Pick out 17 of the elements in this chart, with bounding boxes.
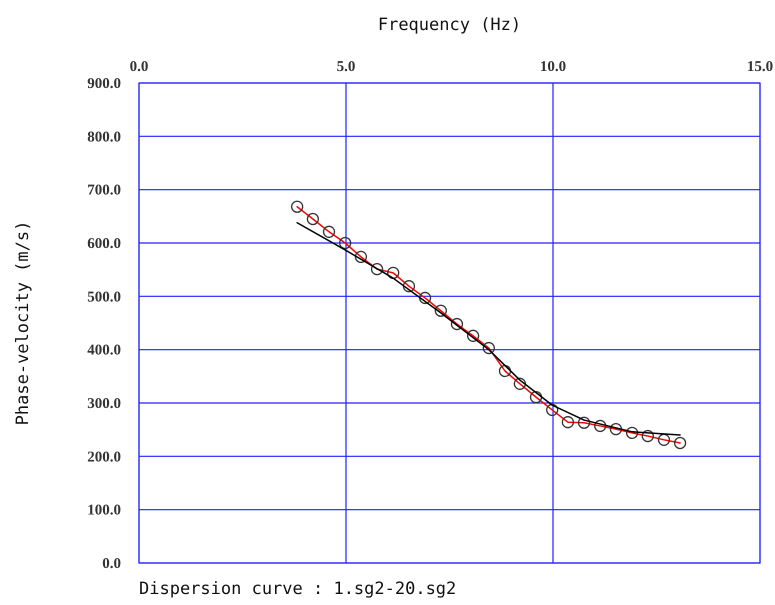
y-tick-label: 0.0 xyxy=(102,556,121,572)
x-tick-label: 15.0 xyxy=(746,59,774,75)
y-axis-title: Phase-velocity (m/s) xyxy=(13,220,33,426)
y-tick-label: 300.0 xyxy=(87,396,121,412)
text: Dispersion curve : 1.sg2-20.sg2 xyxy=(139,579,456,599)
x-axis-title: Frequency (Hz) xyxy=(378,15,522,35)
y-tick-label: 100.0 xyxy=(87,502,121,519)
x-tick-label: 5.0 xyxy=(336,59,356,75)
x-tick-label: 0.0 xyxy=(130,59,148,75)
y-tick-label: 500.0 xyxy=(87,289,121,306)
y-tick-label: 900.0 xyxy=(87,76,121,92)
y-tick-label: 400.0 xyxy=(87,342,121,359)
x-tick-label: 10.0 xyxy=(540,59,566,75)
y-tick-label: 200.0 xyxy=(87,449,121,466)
y-tick-label: 800.0 xyxy=(87,129,121,146)
y-tick-label: 600.0 xyxy=(87,236,121,252)
y-tick-label: 700.0 xyxy=(87,182,121,199)
